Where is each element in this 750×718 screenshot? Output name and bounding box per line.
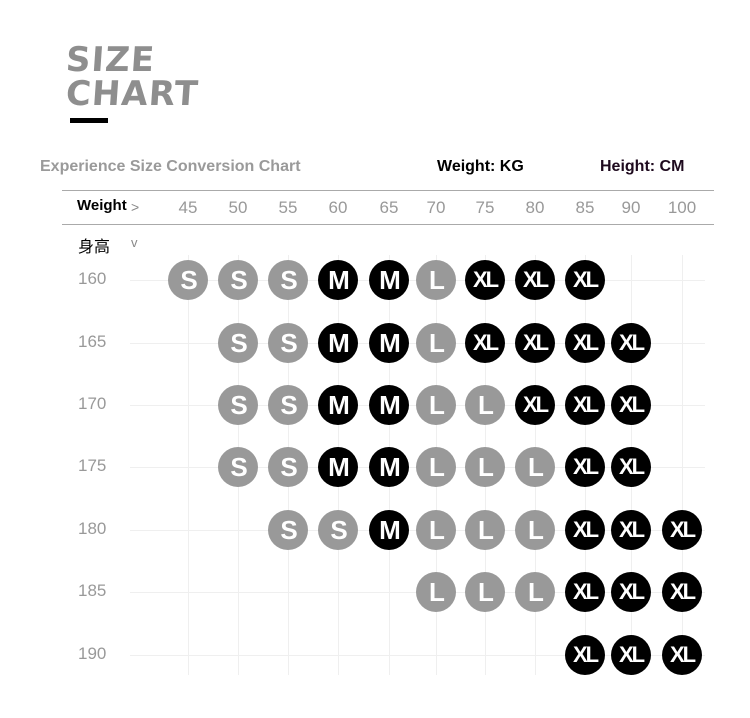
size-badge-m: M [318, 260, 358, 300]
size-badge-l: L [515, 572, 555, 612]
heading-underline [70, 118, 108, 123]
size-badge-l: L [465, 447, 505, 487]
size-badge-xl: XL [565, 385, 605, 425]
weight-header: 90 [621, 198, 641, 217]
size-badge-l: L [465, 385, 505, 425]
size-badge-s: S [218, 447, 258, 487]
height-header: 180 [78, 519, 107, 538]
size-badge-xl: XL [611, 385, 651, 425]
divider [62, 224, 714, 225]
size-badge-s: S [268, 447, 308, 487]
size-badge-xl: XL [662, 635, 702, 675]
size-badge-xl: XL [515, 385, 555, 425]
height-unit: Height: CM [600, 158, 685, 175]
size-badge-xl: XL [565, 572, 605, 612]
subtitle: Experience Size Conversion Chart [40, 158, 301, 175]
weight-header: 50 [228, 198, 248, 217]
weight-header: 85 [575, 198, 595, 217]
height-header: 170 [78, 394, 107, 413]
weight-header: 70 [426, 198, 446, 217]
height-label: 身高 [78, 239, 111, 256]
size-badge-l: L [416, 510, 456, 550]
size-badge-xl: XL [515, 323, 555, 363]
size-badge-s: S [168, 260, 208, 300]
size-badge-s: S [318, 510, 358, 550]
height-arrow: v [131, 235, 138, 250]
size-badge-s: S [218, 385, 258, 425]
size-badge-l: L [416, 323, 456, 363]
size-badge-l: L [465, 510, 505, 550]
size-badge-s: S [268, 323, 308, 363]
size-badge-l: L [465, 572, 505, 612]
grid-line [188, 255, 189, 675]
divider [62, 190, 714, 191]
size-badge-xl: XL [662, 510, 702, 550]
size-badge-m: M [318, 385, 358, 425]
size-badge-l: L [515, 447, 555, 487]
size-badge-m: M [369, 323, 409, 363]
weight-header: 75 [475, 198, 495, 217]
size-badge-l: L [416, 385, 456, 425]
heading-line1: SIZE [64, 40, 157, 80]
size-badge-s: S [218, 323, 258, 363]
weight-header: 60 [328, 198, 348, 217]
weight-header: 100 [667, 198, 697, 217]
weight-arrow: > [131, 199, 140, 215]
size-badge-m: M [318, 323, 358, 363]
size-badge-xl: XL [611, 572, 651, 612]
size-badge-s: S [218, 260, 258, 300]
weight-unit: Weight: KG [437, 158, 524, 175]
size-badge-s: S [268, 260, 308, 300]
weight-header: 65 [379, 198, 399, 217]
size-badge-xl: XL [662, 572, 702, 612]
size-badge-l: L [515, 510, 555, 550]
size-badge-xl: XL [515, 260, 555, 300]
weight-label: Weight [77, 197, 127, 214]
size-badge-xl: XL [565, 323, 605, 363]
size-badge-xl: XL [565, 635, 605, 675]
height-header: 160 [78, 269, 107, 288]
size-badge-xl: XL [611, 510, 651, 550]
size-badge-xl: XL [611, 323, 651, 363]
heading-line2: CHART [64, 74, 200, 114]
size-badge-s: S [268, 510, 308, 550]
weight-header: 45 [178, 198, 198, 217]
size-badge-xl: XL [465, 323, 505, 363]
size-badge-m: M [318, 447, 358, 487]
size-badge-l: L [416, 260, 456, 300]
size-badge-xl: XL [565, 510, 605, 550]
size-badge-l: L [416, 447, 456, 487]
size-badge-xl: XL [611, 447, 651, 487]
height-header: 175 [78, 456, 107, 475]
height-header: 185 [78, 581, 107, 600]
size-badge-xl: XL [465, 260, 505, 300]
size-badge-m: M [369, 510, 409, 550]
size-badge-xl: XL [565, 260, 605, 300]
size-badge-m: M [369, 385, 409, 425]
weight-header: 80 [525, 198, 545, 217]
weight-header: 55 [278, 198, 298, 217]
size-badge-s: S [268, 385, 308, 425]
height-header: 165 [78, 332, 107, 351]
size-badge-m: M [369, 260, 409, 300]
size-badge-m: M [369, 447, 409, 487]
grid-line [130, 655, 705, 656]
size-badge-xl: XL [565, 447, 605, 487]
grid-line [682, 255, 683, 675]
size-badge-l: L [416, 572, 456, 612]
size-badge-xl: XL [611, 635, 651, 675]
height-header: 190 [78, 644, 107, 663]
